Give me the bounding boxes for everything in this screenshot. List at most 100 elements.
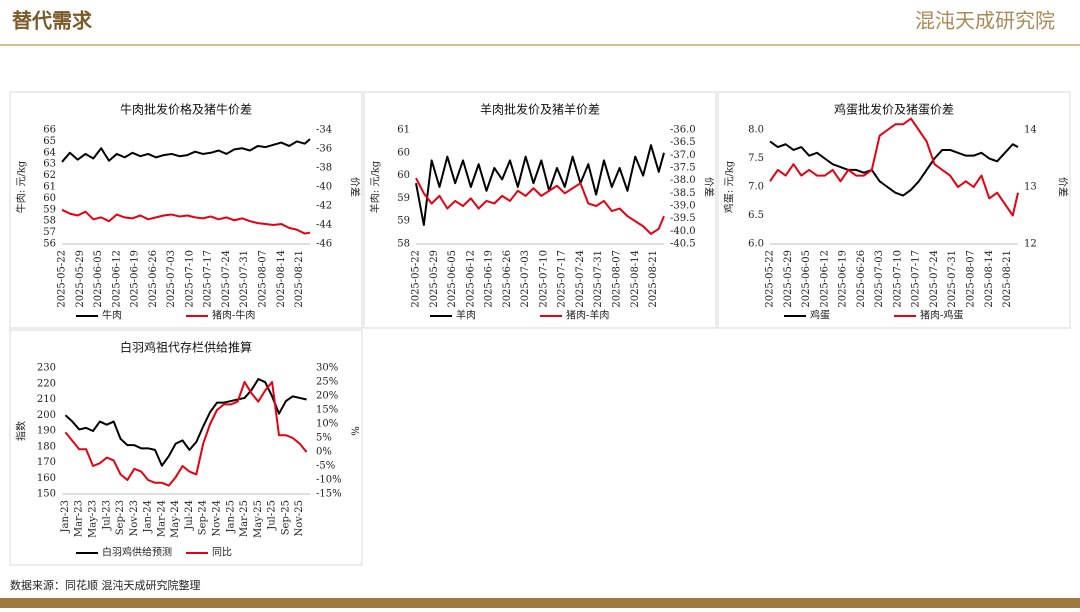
y2-tick-label: -10% [316,475,342,486]
y-tick-label: 200 [37,410,56,421]
x-tick-label: 2025-08-07 [966,250,977,308]
y-tick-label: 180 [37,441,56,452]
x-tick-label: 2025-06-19 [484,250,495,308]
y-tick-label: 59 [43,204,56,215]
x-tick-label: 2025-08-07 [258,250,269,308]
y2-axis-label: 价差 [703,177,716,197]
x-tick-label: 2025-06-19 [838,250,849,308]
y2-tick-label: -46 [316,239,332,250]
y2-tick-label: 20% [316,391,338,402]
x-tick-label: Jan-25 [225,500,236,534]
y-axis-label: 鸡蛋: 元/kg [723,160,736,213]
y2-tick-label: 14 [1024,125,1037,136]
x-tick-label: 2025-07-10 [184,250,195,308]
slide-title: 替代需求 [12,9,93,33]
y-axis-label: 牛肉: 元/kg [15,160,28,213]
y2-axis-label: 价差 [1057,177,1070,197]
y-tick-label: 63 [43,159,56,170]
x-tick-label: Jul-24 [184,500,195,531]
y-tick-label: 59 [397,193,410,204]
x-tick-label: 2025-07-24 [221,250,232,308]
x-tick-label: 2025-07-31 [593,250,604,308]
y2-tick-label: -39.5 [670,213,696,224]
y-tick-label: 58 [43,216,56,227]
y2-tick-label: -42 [316,201,332,212]
y-tick-label: 6.0 [748,239,764,250]
chart-title: 鸡蛋批发价及猪蛋价差 [834,102,954,117]
x-tick-label: Nov-25 [294,500,305,537]
series-line [769,140,1019,197]
y2-tick-label: -38.0 [670,175,696,186]
y2-tick-label: -5% [316,461,335,472]
source-note: 数据来源：同花顺 混沌天成研究院整理 [10,578,201,592]
x-tick-label: Sep-23 [115,500,126,535]
y-tick-label: 58 [397,239,410,250]
y2-tick-label: -38.5 [670,188,696,199]
x-tick-label: 2025-06-26 [856,250,867,308]
y-tick-label: 59 [397,216,410,227]
y2-tick-label: -37.5 [670,163,696,174]
y-tick-label: 62 [43,170,56,181]
x-tick-label: Sep-24 [198,500,209,535]
logo: 混沌天成研究院 [915,9,1055,33]
x-tick-label: 2025-07-03 [874,250,885,308]
legend-label: 猪肉-羊肉 [566,309,609,322]
x-tick-label: 2025-08-21 [294,250,305,308]
x-tick-label: 2025-07-31 [239,250,250,308]
chart-panel [717,91,1071,329]
x-tick-label: May-24 [170,500,181,538]
x-tick-label: 2025-08-07 [612,250,623,308]
x-tick-label: 2025-07-17 [911,250,922,308]
y-tick-label: 7.0 [748,182,764,193]
series-line [61,208,311,235]
y-tick-label: 8.0 [748,125,764,136]
y-axis-label: 指数 [15,421,28,441]
x-tick-label: 2025-07-03 [520,250,531,308]
y-tick-label: 61 [397,125,410,136]
x-tick-label: 2025-06-05 [447,250,458,308]
series-line [415,177,665,235]
y2-tick-label: 12 [1024,239,1037,250]
y-tick-label: 60 [397,170,410,181]
x-tick-label: 2025-07-24 [575,250,586,308]
y2-tick-label: -40.0 [670,226,696,237]
y-tick-label: 190 [37,426,56,437]
x-tick-label: Nov-24 [212,500,223,537]
series-line [769,117,1019,217]
y-tick-label: 60 [43,193,56,204]
y2-tick-label: -40 [316,182,332,193]
x-tick-label: 2025-05-22 [57,250,68,308]
x-tick-label: Jul-25 [267,500,278,531]
x-tick-label: 2025-06-12 [819,250,830,308]
y-tick-label: 64 [43,147,56,158]
chart-panel [9,91,363,329]
legend-label: 鸡蛋 [810,309,830,322]
x-tick-label: 2025-08-14 [984,250,995,308]
y-tick-label: 66 [43,125,56,136]
series-line [415,144,665,226]
x-tick-label: 2025-06-26 [148,250,159,308]
x-tick-label: Mar-24 [156,500,167,537]
x-tick-label: 2025-06-12 [111,250,122,308]
y-tick-label: 160 [37,473,56,484]
y-tick-label: 7.5 [748,153,764,164]
x-tick-label: 2025-07-10 [892,250,903,308]
y2-tick-label: 0% [316,447,332,458]
y-axis-label: 羊肉: 元/kg [369,160,382,213]
x-tick-label: 2025-08-21 [648,250,659,308]
y2-tick-label: -37.0 [670,150,696,161]
x-tick-label: 2025-06-19 [130,250,141,308]
legend-label: 白羽鸡供给预测 [102,546,172,559]
x-tick-label: 2025-05-22 [411,250,422,308]
y2-tick-label: 5% [316,433,332,444]
y-tick-label: 220 [37,378,56,389]
legend-label: 猪肉-牛肉 [212,309,255,322]
x-tick-label: 2025-07-17 [203,250,214,308]
x-tick-label: Mar-25 [239,500,250,537]
x-tick-label: Mar-23 [74,500,85,537]
series-line [64,378,307,467]
legend-label: 同比 [212,547,232,559]
y-tick-label: 56 [43,239,56,250]
x-tick-label: 2025-07-24 [929,250,940,308]
x-tick-label: 2025-07-31 [947,250,958,308]
